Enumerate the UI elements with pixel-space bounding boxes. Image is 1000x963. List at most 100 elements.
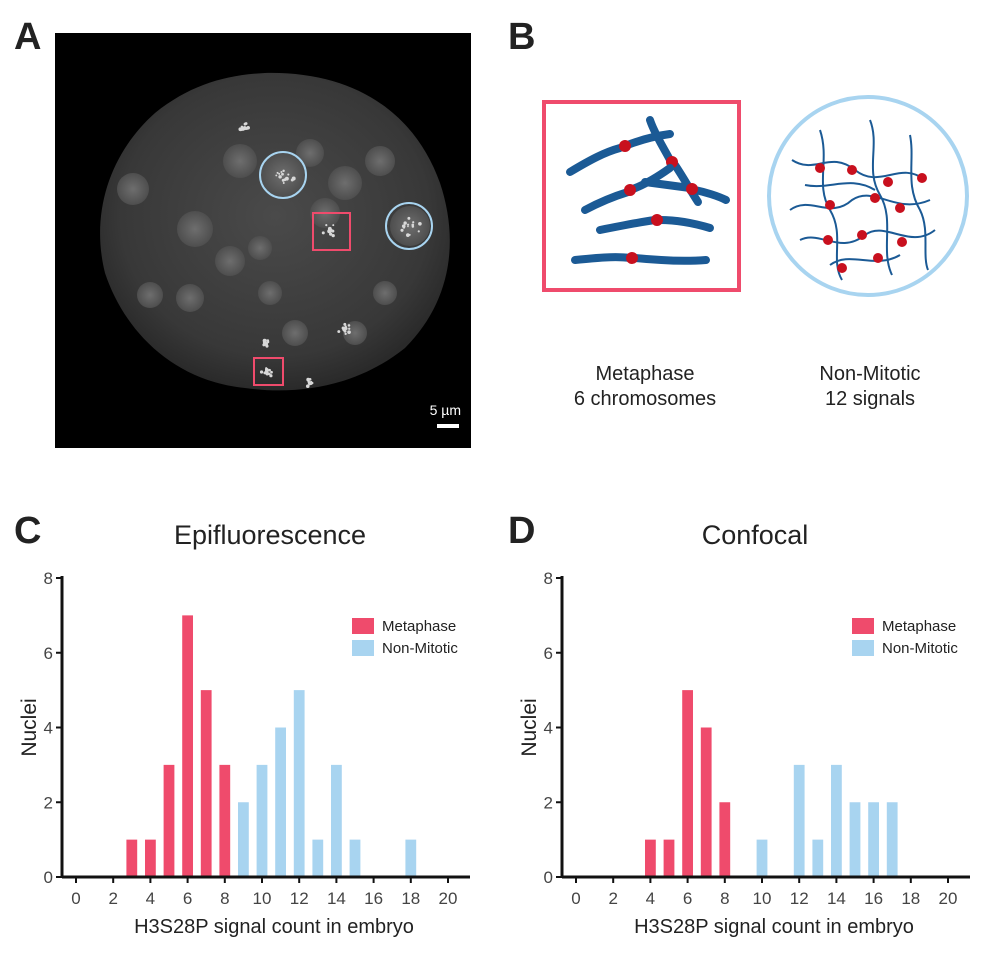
panel-letter-b: B: [508, 16, 536, 58]
nucleus-blob: [365, 146, 395, 176]
bar-metaphase-5: [163, 764, 175, 877]
nonmitotic-caption-line2: 12 signals: [824, 388, 916, 410]
legend-label: Non-Mitotic: [382, 640, 458, 657]
centromere-signal: [651, 214, 663, 226]
y-axis-label: Nuclei: [518, 698, 541, 756]
fluorescent-speckle: [411, 225, 415, 228]
chart-c-svg: 0 2 4 6 8 0 2 4 6 8 10 12 14 16 18 20 H3S28P signal coun…: [18, 569, 470, 938]
fluorescent-speckle: [402, 226, 406, 229]
centromere-signal: [619, 140, 631, 152]
bar-metaphase-7: [700, 727, 712, 877]
x-tick-label: 10: [253, 889, 272, 908]
x-tick-label: 0: [71, 889, 80, 908]
bar-non-mitotic-14: [331, 764, 342, 877]
metaphase-caption: Metaphase 6 chromosomes: [530, 362, 760, 412]
fluorescent-speckle: [270, 370, 273, 374]
nucleus-blob: [373, 281, 397, 305]
y-tick-label: 2: [44, 793, 53, 812]
bar-non-mitotic-15: [349, 839, 361, 877]
metaphase-square-2: [253, 357, 284, 386]
chromatin-signal: [895, 203, 905, 213]
x-tick-label: 4: [646, 889, 655, 908]
y-tick-label: 6: [544, 644, 553, 663]
fluorescent-speckle: [329, 232, 333, 236]
legend-swatch: [852, 640, 874, 656]
x-tick-label: 12: [290, 889, 309, 908]
bar-metaphase-4: [145, 839, 156, 877]
fluorescent-speckle: [275, 174, 278, 177]
legend-label: Non-Mitotic: [882, 640, 958, 657]
nucleus-blob: [177, 211, 213, 247]
chromatin-thread: [829, 254, 901, 266]
x-tick-label: 18: [901, 889, 920, 908]
fluorescent-speckle: [337, 330, 341, 334]
chromosome-arm: [571, 253, 634, 264]
x-tick-label: 18: [401, 889, 420, 908]
y-tick-label: 0: [44, 868, 53, 887]
legend-swatch: [352, 640, 374, 656]
fluorescent-speckle: [344, 326, 347, 329]
bar-non-mitotic-10: [256, 764, 268, 877]
nucleus-blob: [248, 236, 272, 260]
fluorescent-speckle: [343, 322, 347, 326]
nonmitotic-caption: Non-Mitotic 12 signals: [755, 362, 985, 412]
fluorescent-speckle: [417, 230, 420, 233]
centromere-signal: [686, 183, 698, 195]
bar-non-mitotic-18: [405, 839, 417, 877]
bar-non-mitotic-10: [756, 839, 768, 877]
x-tick-label: 2: [108, 889, 117, 908]
fluorescent-speckle: [264, 342, 268, 347]
bar-metaphase-3: [126, 839, 138, 877]
fluorescent-speckle: [291, 176, 296, 181]
fluorescent-speckle: [262, 341, 265, 343]
schematic-panel: Metaphase 6 chromosomes Non-Mitotic 12 s…: [530, 90, 990, 420]
y-tick-label: 4: [544, 719, 553, 738]
fluorescent-speckle: [282, 182, 285, 185]
nonmitotic-circle-2: [385, 202, 433, 250]
chart-d-title: Confocal: [701, 520, 809, 550]
chromosome-arm: [596, 216, 659, 234]
bar-metaphase-8: [219, 764, 231, 877]
fluorescent-speckle: [328, 229, 331, 233]
y-tick-label: 0: [544, 868, 553, 887]
x-tick-label: 12: [790, 889, 809, 908]
nucleus-blob: [176, 284, 204, 312]
metaphase-caption-line1: Metaphase: [595, 363, 695, 385]
fluorescent-speckle: [332, 224, 335, 227]
nonmitotic-chromatin: [789, 119, 936, 281]
bar-metaphase-6: [182, 615, 193, 877]
chromatin-thread: [799, 229, 936, 245]
x-tick-label: 20: [439, 889, 458, 908]
chromatin-signal: [917, 173, 927, 183]
chromatin-thread: [869, 119, 893, 276]
bar-non-mitotic-13: [812, 839, 824, 877]
fluorescent-speckle: [246, 126, 249, 129]
nonmitotic-frame: [767, 95, 969, 297]
fluorescent-speckle: [347, 330, 351, 334]
metaphase-frame: [542, 100, 741, 292]
nucleus-blob: [390, 206, 430, 246]
fluorescent-speckle: [243, 122, 247, 126]
fluorescent-speckle: [239, 127, 243, 132]
micrograph-panel: 5 µm: [55, 33, 471, 448]
bar-metaphase-6: [682, 690, 693, 877]
bar-non-mitotic-12: [293, 690, 305, 877]
chromosome-arm: [566, 144, 624, 176]
bar-non-mitotic-16: [868, 802, 879, 877]
fluorescent-speckle: [268, 368, 271, 372]
nucleus-blob: [215, 246, 245, 276]
x-axis-label: H3S28P signal count in embryo: [134, 916, 414, 938]
y-axis-label: Nuclei: [18, 698, 41, 756]
x-tick-label: 16: [364, 889, 383, 908]
fluorescent-speckle: [267, 372, 271, 376]
nucleus-blob: [296, 139, 324, 167]
panel-letter-c: C: [14, 510, 42, 552]
chromosome-arm: [631, 254, 710, 265]
fluorescent-speckle: [341, 326, 345, 330]
legend-label: Metaphase: [382, 618, 456, 635]
fluorescent-speckle: [269, 374, 273, 378]
chart-c-title: Epifluorescence: [173, 520, 367, 550]
chart-c: 0 2 4 6 8 0 2 4 6 8 10 12 14 16 18 20 H3S28P signal coun…: [0, 560, 500, 958]
y-tick-label: 8: [544, 569, 553, 588]
scale-bar-label: 5 µm: [429, 402, 461, 418]
